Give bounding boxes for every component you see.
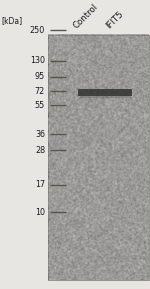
Text: 36: 36 [35,130,45,139]
Text: 130: 130 [30,56,45,65]
Text: 250: 250 [30,26,45,35]
Text: 95: 95 [35,72,45,81]
Text: 28: 28 [35,146,45,155]
Text: 72: 72 [35,86,45,96]
Text: 10: 10 [35,208,45,217]
Text: 55: 55 [35,101,45,110]
FancyBboxPatch shape [80,95,130,98]
Text: [kDa]: [kDa] [2,16,23,25]
Text: 17: 17 [35,180,45,190]
Text: Control: Control [72,2,100,30]
Text: IFIT5: IFIT5 [105,9,126,30]
FancyBboxPatch shape [48,35,148,280]
FancyBboxPatch shape [78,89,132,96]
